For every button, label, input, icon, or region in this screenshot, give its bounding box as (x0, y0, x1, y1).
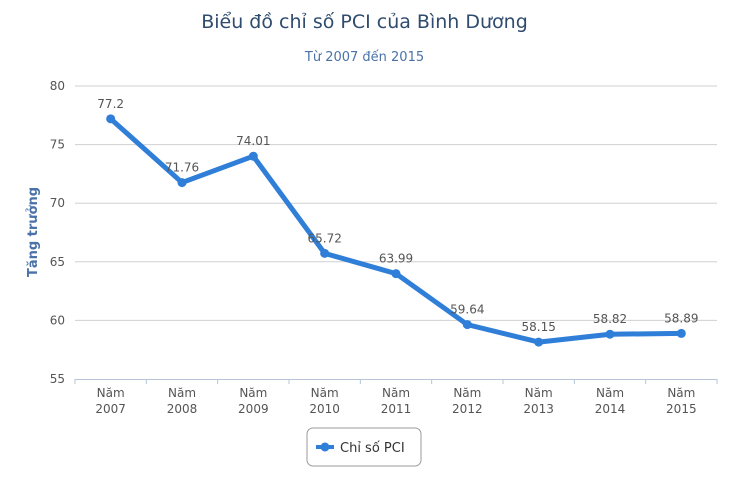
data-label: 58.82 (593, 312, 627, 326)
legend[interactable]: Chỉ số PCI (306, 427, 422, 467)
x-tick-label: Năm 2014 (595, 386, 626, 416)
y-tick-layer: 55 60 65 70 75 80 (50, 79, 65, 386)
legend-box (306, 427, 422, 467)
legend-item-label: Chỉ số PCI (340, 441, 405, 456)
x-tick-label: Năm 2013 (523, 386, 554, 416)
series-layer (106, 114, 686, 347)
y-tick-label: 75 (50, 138, 65, 152)
data-label-layer: 77.2 71.76 74.01 65.72 63.99 59.64 58.15 58.82 5… (97, 97, 698, 334)
series-line (108, 116, 684, 345)
y-tick-label: 65 (50, 255, 65, 269)
data-point[interactable] (462, 320, 472, 330)
data-point[interactable] (676, 328, 686, 338)
y-tick-label: 80 (50, 79, 65, 93)
data-label: 63.99 (379, 252, 413, 266)
data-point[interactable] (320, 248, 330, 258)
data-point[interactable] (248, 151, 258, 161)
data-point[interactable] (106, 114, 116, 124)
y-tick-label: 55 (50, 372, 65, 386)
x-axis-layer: Năm 2007 Năm 2008 Năm 2009 Năm 2010 Năm 2011 Năm 20… (74, 379, 718, 416)
x-tick-label: Năm 2011 (381, 386, 412, 416)
x-tick-label: Năm 2015 (666, 386, 697, 416)
x-tick-label: Năm 2009 (238, 386, 269, 416)
data-point[interactable] (177, 178, 187, 188)
y-axis-title: Tăng trưởng (26, 187, 41, 277)
y-tick-label: 70 (50, 196, 65, 210)
data-point[interactable] (534, 337, 544, 347)
x-tick-label: Năm 2007 (95, 386, 126, 416)
x-tick-label: Năm 2010 (309, 386, 340, 416)
x-tick-label: Năm 2008 (167, 386, 198, 416)
chart-title: Biểu đồ chỉ số PCI của Bình Dương (201, 11, 528, 33)
data-label: 58.15 (521, 320, 555, 334)
data-label: 71.76 (165, 161, 199, 175)
legend-marker-icon (320, 442, 330, 452)
data-label: 58.89 (664, 311, 698, 325)
y-tick-label: 60 (50, 313, 65, 327)
data-label: 74.01 (236, 134, 270, 148)
data-label: 65.72 (307, 231, 341, 245)
chart-subtitle: Từ 2007 đến 2015 (304, 50, 424, 65)
data-point[interactable] (391, 269, 401, 279)
x-tick-label: Năm 2012 (452, 386, 483, 416)
data-label: 77.2 (97, 97, 124, 111)
data-label: 59.64 (450, 303, 484, 317)
data-point[interactable] (605, 329, 615, 339)
grid-layer (75, 85, 717, 321)
